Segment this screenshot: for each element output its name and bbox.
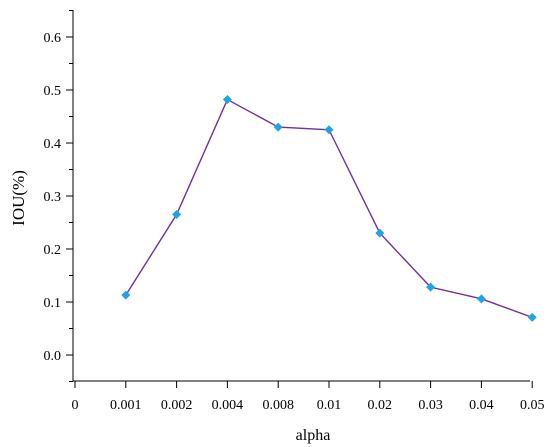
data-point <box>121 290 131 300</box>
x-tick-label: 0.008 <box>262 398 294 413</box>
y-tick-label: 0.1 <box>44 296 62 311</box>
y-axis-label: IOU(%) <box>9 170 28 226</box>
x-tick-label: 0.05 <box>520 398 545 413</box>
x-tick-label: 0.002 <box>161 398 193 413</box>
x-axis-label: alpha <box>296 427 331 444</box>
axes <box>72 10 530 382</box>
data-point <box>273 122 283 132</box>
data-point <box>527 312 537 322</box>
series-group <box>121 95 537 322</box>
x-tick-label: 0.01 <box>317 398 342 413</box>
x-tick-label: 0.02 <box>368 398 393 413</box>
data-point <box>375 228 385 238</box>
y-tick-label: 0.4 <box>44 137 62 152</box>
data-point <box>222 95 232 105</box>
x-tick-label: 0.004 <box>212 398 244 413</box>
data-point <box>426 282 436 292</box>
y-tick-label: 0.2 <box>44 243 62 258</box>
x-tick-label: 0 <box>72 398 79 413</box>
y-axis-ticks: 0.0 0.1 0.2 0.3 0.4 0.5 0.6 <box>44 10 73 382</box>
y-tick-label: 0.0 <box>44 349 62 364</box>
data-point <box>476 294 486 304</box>
x-tick-label: 0.03 <box>418 398 443 413</box>
x-tick-label: 0.04 <box>469 398 494 413</box>
y-tick-label: 0.6 <box>44 31 62 46</box>
data-point <box>324 125 334 135</box>
y-tick-label: 0.3 <box>44 190 62 205</box>
data-point <box>172 210 182 220</box>
y-tick-label: 0.5 <box>44 84 62 99</box>
x-tick-label: 0.001 <box>110 398 142 413</box>
x-axis-ticks: 0 0.001 0.002 0.004 0.008 0.01 0.02 0.03 0.04 0.0… <box>72 381 545 413</box>
